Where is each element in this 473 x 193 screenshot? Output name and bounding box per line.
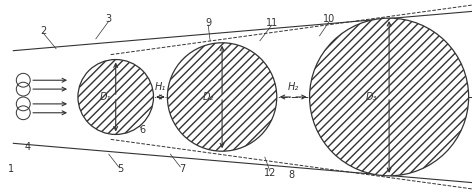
Text: 10: 10	[324, 14, 335, 24]
Text: 1: 1	[8, 164, 14, 174]
Text: H₁: H₁	[155, 82, 166, 92]
Text: 5: 5	[118, 164, 124, 174]
Text: 11: 11	[266, 18, 278, 28]
Text: 12: 12	[263, 168, 276, 178]
Text: D₂: D₂	[202, 92, 214, 102]
Circle shape	[78, 59, 154, 135]
Circle shape	[167, 43, 277, 151]
Text: 3: 3	[105, 14, 112, 24]
Text: D₃: D₃	[366, 92, 377, 102]
Circle shape	[309, 18, 469, 176]
Text: 7: 7	[179, 164, 185, 174]
Text: 2: 2	[40, 26, 46, 36]
Text: 6: 6	[140, 124, 146, 135]
Text: 4: 4	[24, 142, 30, 152]
Text: 8: 8	[289, 170, 295, 180]
Text: D₁: D₁	[100, 92, 112, 102]
Text: 9: 9	[205, 18, 211, 28]
Text: H₂: H₂	[288, 82, 299, 92]
